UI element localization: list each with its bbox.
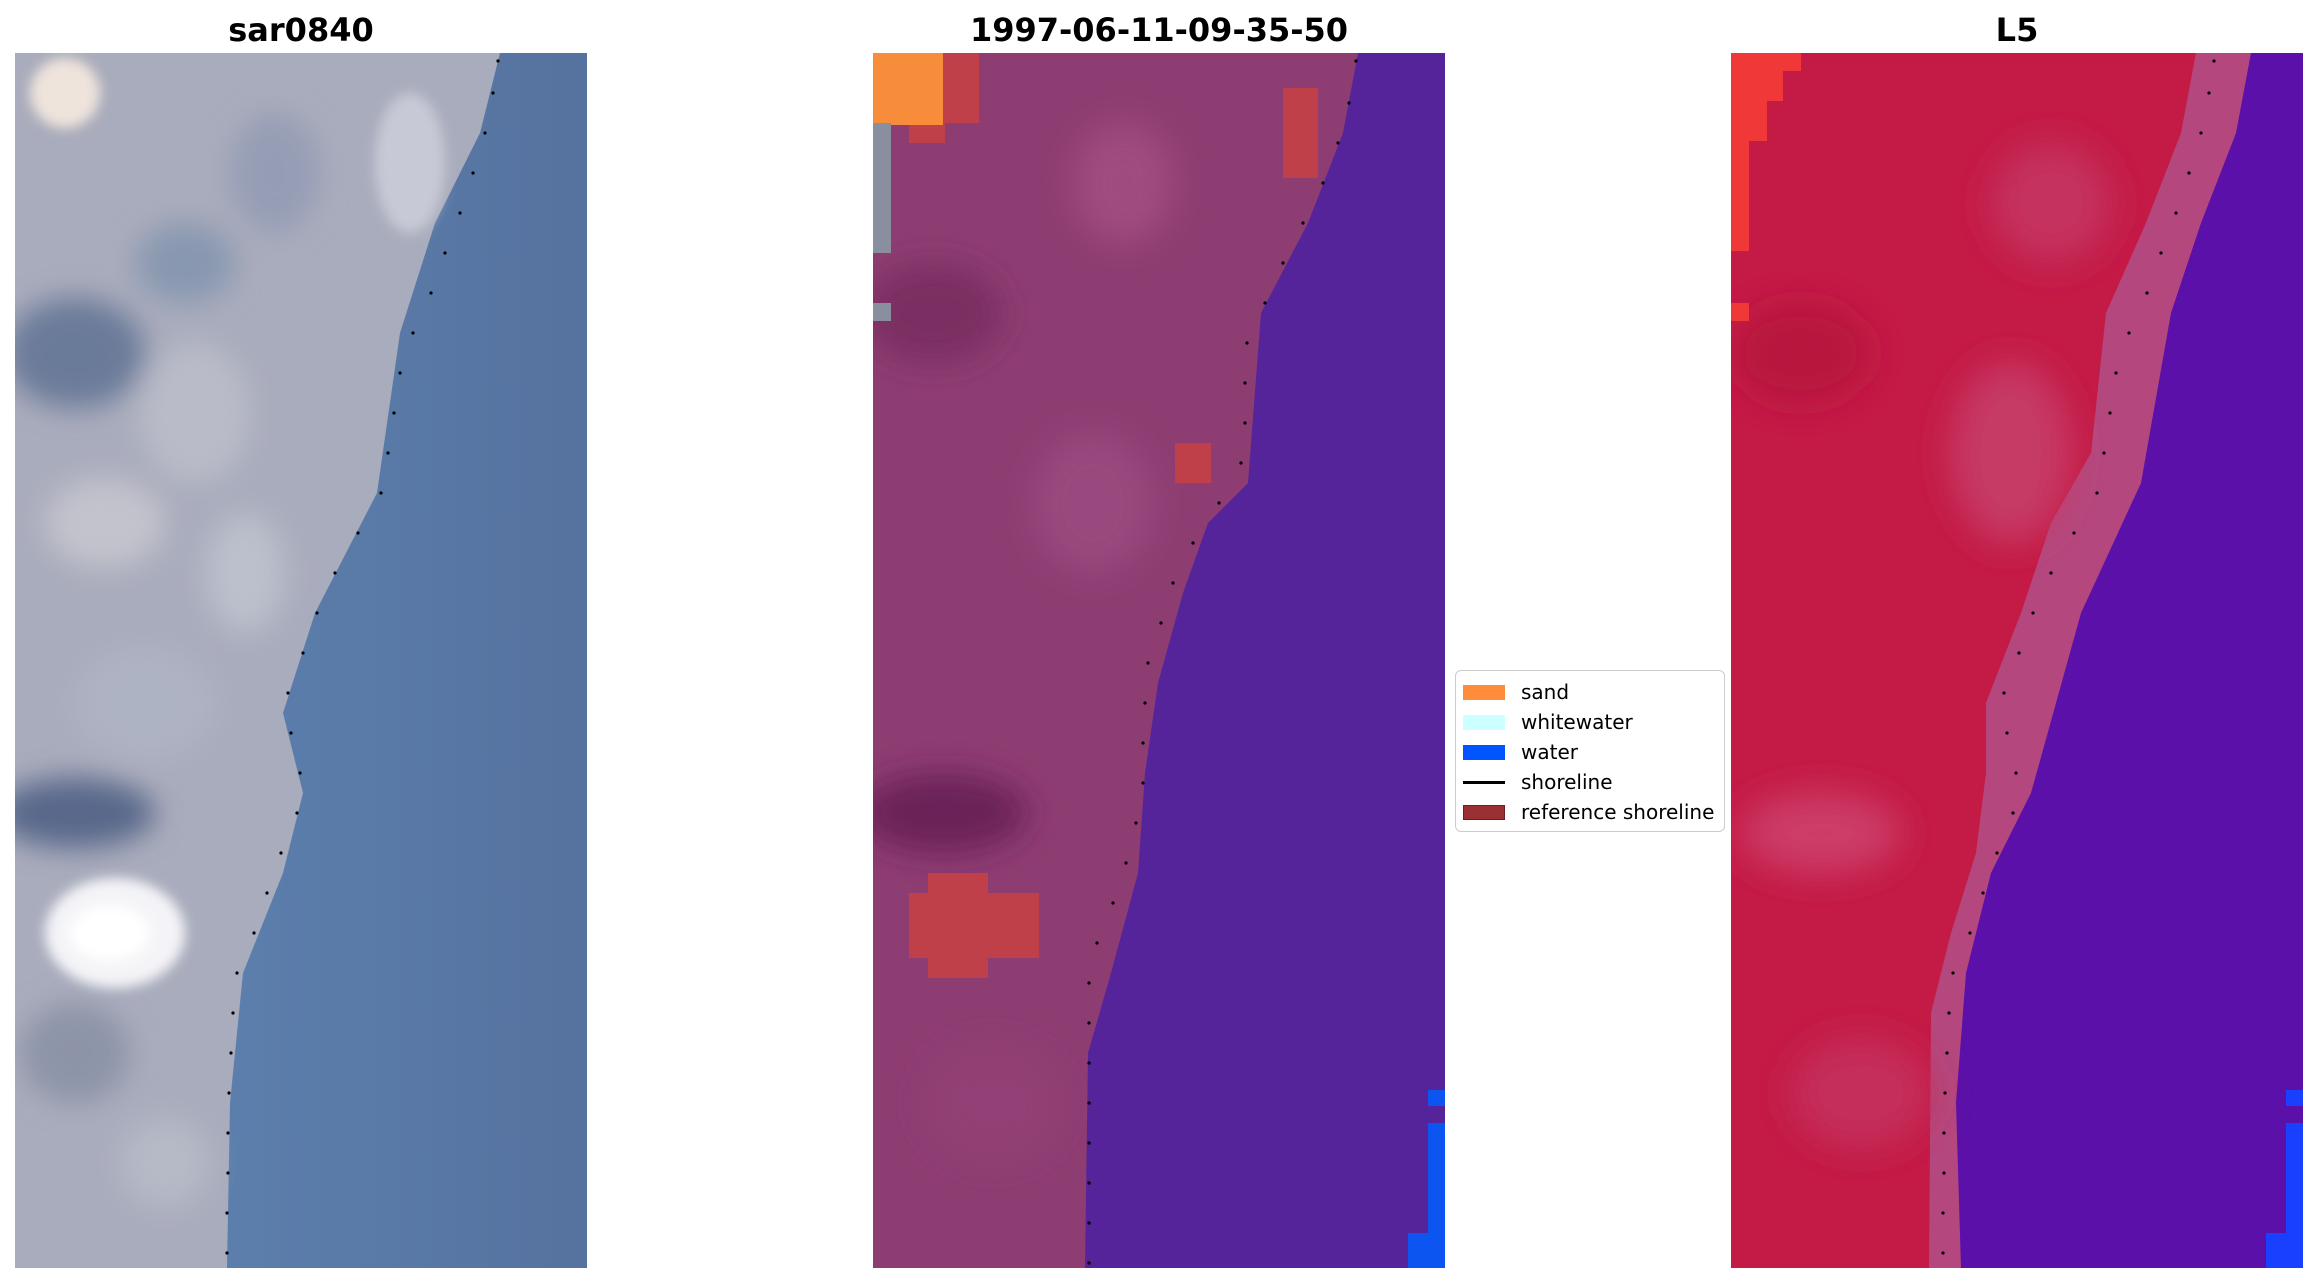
classified-image-svg <box>873 53 1445 1268</box>
legend-swatch-reference-shoreline <box>1463 804 1505 820</box>
legend-item-sand: sand <box>1463 677 1714 707</box>
legend: sand whitewater water shoreline referenc… <box>1455 670 1725 832</box>
land-index-area <box>1731 53 2196 1268</box>
legend-label-sand: sand <box>1521 680 1570 704</box>
legend-label-shoreline: shoreline <box>1521 770 1613 794</box>
index-image <box>1731 53 2303 1268</box>
land-area <box>15 53 500 1268</box>
legend-item-water: water <box>1463 737 1714 767</box>
other-class-patches <box>873 123 891 321</box>
legend-label-water: water <box>1521 740 1578 764</box>
legend-swatch-whitewater <box>1463 714 1505 730</box>
legend-item-reference-shoreline: reference shoreline <box>1463 797 1714 827</box>
detected-shoreline <box>1087 59 1358 1265</box>
reference-shoreline-patches <box>909 53 1318 978</box>
detected-shoreline <box>1941 59 2216 1255</box>
legend-label-reference-shoreline: reference shoreline <box>1521 800 1715 824</box>
classified-image <box>873 53 1445 1268</box>
legend-swatch-sand <box>1463 684 1505 700</box>
panel-title-classified: 1997-06-11-09-35-50 <box>969 11 1349 49</box>
panel-title-index: L5 <box>1995 11 2039 49</box>
legend-label-whitewater: whitewater <box>1521 710 1633 734</box>
water-class-patches <box>1408 1090 1445 1268</box>
panel-title-rgb: sar0840 <box>228 11 374 49</box>
legend-item-shoreline: shoreline <box>1463 767 1714 797</box>
legend-line-shoreline <box>1463 780 1505 784</box>
rgb-satellite-image <box>15 53 587 1268</box>
legend-item-whitewater: whitewater <box>1463 707 1714 737</box>
rgb-image-svg <box>15 53 587 1268</box>
detected-shoreline <box>225 59 500 1255</box>
land-class-area <box>873 53 1358 1268</box>
legend-swatch-water <box>1463 744 1505 760</box>
index-image-svg <box>1731 53 2303 1268</box>
water-index-patches <box>2266 1090 2303 1268</box>
high-index-patches <box>1731 53 1801 321</box>
sand-class-patches <box>873 53 943 125</box>
